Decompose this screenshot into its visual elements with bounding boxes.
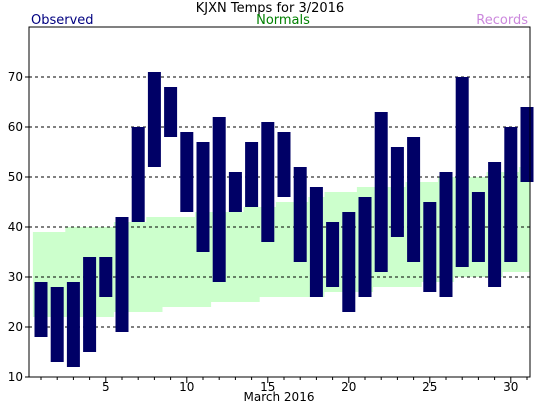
normals-band [32, 167, 531, 317]
x-tick-label-20: 20 [341, 380, 356, 394]
observed-bar-day-17 [293, 167, 307, 262]
x-axis-label: March 2016 [244, 390, 315, 404]
y-tick-label-70: 70 [8, 70, 23, 84]
observed-bar-day-19 [326, 222, 340, 287]
observed-bar-day-13 [228, 172, 242, 212]
observed-bar-day-18 [309, 187, 323, 297]
observed-bar-day-27 [455, 77, 469, 267]
observed-bar-day-20 [342, 212, 356, 312]
observed-bar-day-25 [423, 202, 437, 292]
chart-title: KJXN Temps for 3/2016 [196, 1, 344, 16]
x-tick-label-25: 25 [422, 380, 437, 394]
x-tick-label-30: 30 [503, 380, 518, 394]
observed-bar-day-23 [390, 147, 404, 237]
observed-bar-day-10 [180, 132, 194, 212]
observed-bar-day-11 [196, 142, 210, 252]
observed-bar-day-3 [66, 282, 80, 367]
observed-bar-day-12 [212, 117, 226, 282]
y-tick-label-10: 10 [8, 370, 23, 384]
legend-records: Records [476, 13, 528, 28]
observed-bar-day-5 [99, 257, 113, 297]
observed-bar-day-28 [471, 192, 485, 262]
plot-area: 10 20 30 40 50 60 70 5 10 15 20 25 30 [8, 26, 534, 394]
observed-bar-day-7 [131, 127, 145, 222]
observed-bar-day-29 [488, 162, 502, 287]
y-tick-label-60: 60 [8, 120, 23, 134]
observed-bar-day-9 [164, 87, 178, 137]
observed-bar-day-1 [34, 282, 48, 337]
x-tick-label-15: 15 [260, 380, 275, 394]
legend-normals: Normals [256, 13, 310, 28]
observed-bar-day-24 [407, 137, 421, 262]
observed-bar-day-26 [439, 172, 453, 297]
y-tick-label-30: 30 [8, 270, 23, 284]
y-tick-label-50: 50 [8, 170, 23, 184]
observed-bar-day-22 [374, 112, 388, 272]
observed-bar-day-4 [83, 257, 97, 352]
observed-bar-day-6 [115, 217, 129, 332]
legend-observed: Observed [31, 13, 94, 28]
observed-bar-day-2 [50, 287, 64, 362]
observed-bar-day-21 [358, 197, 372, 297]
y-tick-label-20: 20 [8, 320, 23, 334]
plot-frame [28, 26, 531, 378]
observed-bar-day-14 [245, 142, 259, 207]
observed-bar-day-16 [277, 132, 291, 197]
observed-bar-day-30 [504, 127, 518, 262]
observed-bar-day-8 [147, 72, 161, 167]
x-tick-label-10: 10 [179, 380, 194, 394]
y-tick-label-40: 40 [8, 220, 23, 234]
x-tick-label-5: 5 [102, 380, 110, 394]
observed-bar-day-15 [261, 122, 275, 242]
observed-bar-day-31 [520, 107, 534, 182]
